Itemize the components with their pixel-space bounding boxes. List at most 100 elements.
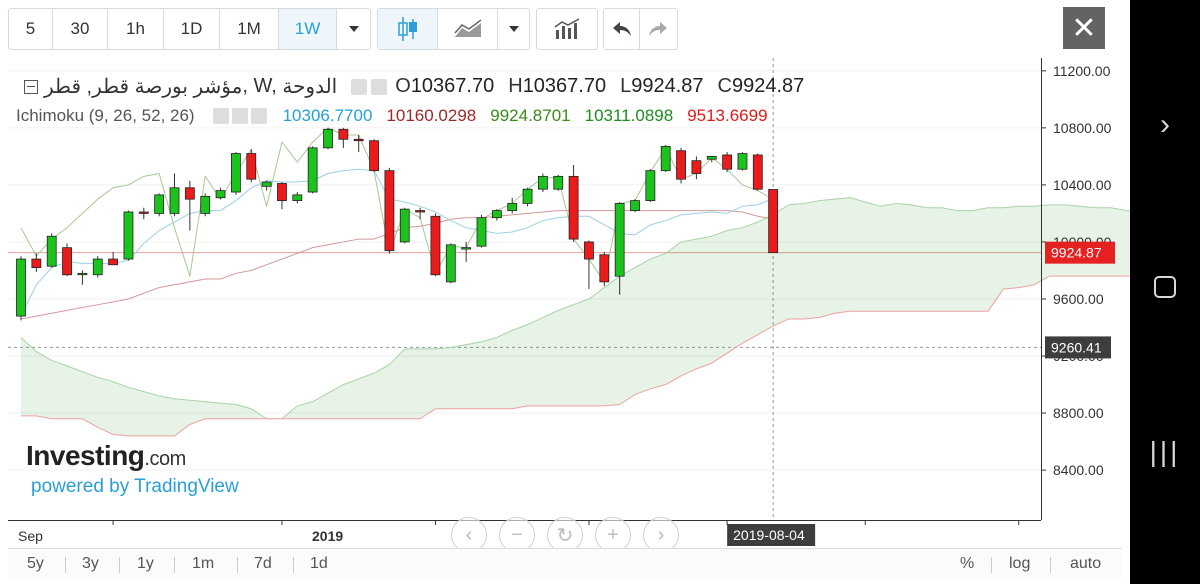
senkou-span-b-line [21,275,1130,437]
log-toggle[interactable]: log [1009,555,1031,572]
range-1y[interactable]: 1y [137,555,154,572]
scroll-left-button[interactable]: ‹ [451,517,487,553]
undo-button[interactable] [604,9,640,49]
cloud-segment [481,337,497,409]
cloud-segment [834,197,850,314]
collapse-legend-icon[interactable] [24,79,38,94]
crosshair-date-label: 2019-08-04 [733,527,805,543]
home-icon[interactable] [1130,272,1200,306]
range-7d[interactable]: 7d [254,555,272,572]
candle [323,128,333,149]
recents-icon[interactable]: ||| [1149,436,1181,467]
range-1d[interactable]: 1d [310,555,328,572]
interval-1m-button[interactable]: 1M [220,9,279,49]
high-value: 10367.70 [522,75,607,97]
interval-1w-button[interactable]: 1W [279,9,337,49]
low-value: 9924.87 [631,75,704,97]
grid [8,58,1041,520]
price-tick-label: 10400.00 [1053,177,1112,193]
open-value: 10367.70 [410,75,495,97]
zoom-out-button[interactable]: − [499,517,535,553]
powered-by-text: powered by TradingView [31,476,239,497]
close-button[interactable]: ✕ [1063,7,1105,49]
candle [584,241,594,260]
candle [307,147,318,193]
indicators-button[interactable] [537,9,597,49]
candle [538,175,548,190]
interval-group: 5 30 1h 1D 1M 1W [8,8,371,50]
interval-5-button[interactable]: 5 [9,9,53,49]
range-1m[interactable]: 1m [192,555,215,572]
senkou-span-a-line [20,197,1130,420]
candle [230,153,241,193]
chart-area[interactable]: 11200.0010800.0010400.0010000.009600.009… [8,58,1130,553]
cloud-segment [803,200,820,319]
eye-icon[interactable] [351,78,368,95]
indicator-settings-icon[interactable] [231,108,248,124]
indicators-icon [554,18,580,39]
candle [553,175,564,190]
scroll-right-button[interactable]: › [643,517,679,553]
interval-dropdown[interactable] [337,9,370,49]
candle [507,203,518,211]
android-nav-bar: › ||| [1130,0,1200,584]
candle [522,188,533,204]
chevron-down-icon [348,26,359,32]
candle [676,150,686,180]
chevron-down-icon [508,26,519,32]
candle [415,210,426,213]
indicator-legend: Ichimoku (9, 26, 52, 26) 10306.7700 1016… [16,106,768,126]
price-chart[interactable]: 11200.0010800.0010400.0010000.009600.009… [8,58,1130,548]
symbol-interval: , W, [242,75,283,97]
settings-icon[interactable] [371,78,388,95]
minus-icon: − [511,523,523,546]
interval-1d-button[interactable]: 1D [164,9,220,49]
cloud-segment [67,366,83,419]
cloud-segment [926,207,942,312]
cloud-segment [113,381,129,436]
candle [77,272,88,276]
candle [123,211,134,260]
reset-button[interactable]: ↻ [547,517,583,553]
cloud-segment [343,378,359,419]
low-label: L [620,75,632,97]
range-3y[interactable]: 3y [82,555,99,572]
percent-toggle[interactable]: % [960,555,975,572]
candle-current [768,189,779,254]
candle [399,208,410,243]
tenkan-line [20,168,774,317]
chart-type-dropdown[interactable] [498,9,529,49]
indicator-remove-icon[interactable] [250,108,267,124]
interval-1h-button[interactable]: 1h [108,9,164,49]
cloud-segment [681,239,697,376]
candles-type-button[interactable] [378,9,438,49]
redo-button[interactable] [640,9,676,49]
price-tick-label: 8800.00 [1053,405,1104,421]
candle [706,155,717,160]
cloud-segment [604,276,620,406]
cloud-segment [36,351,52,419]
cloud-segment [143,391,160,436]
cloud-segment [220,403,236,419]
interval-30-button[interactable]: 30 [53,9,108,49]
candle [292,194,303,201]
indicator-eye-icon[interactable] [212,108,229,124]
cloud-segment [558,304,574,406]
range-5y[interactable]: 5y [27,555,44,572]
axes: 11200.0010800.0010400.0010000.009600.009… [8,58,1115,546]
cloud-segment [466,341,482,409]
chikou-value: 9924.8701 [490,106,571,125]
candle [62,247,72,276]
crosshair-date-badge [727,524,816,546]
cloud-segment [496,330,513,409]
area-chart-icon [453,19,481,37]
candle [722,154,732,170]
cloud-segment [988,207,1004,312]
candle [691,160,702,174]
cloud-segment [880,203,896,312]
chevron-right-icon[interactable]: › [1160,108,1170,141]
cloud-segment [849,197,866,312]
auto-toggle[interactable]: auto [1070,555,1102,572]
last-price-label: 9924.87 [1051,245,1102,261]
area-type-button[interactable] [438,9,498,49]
